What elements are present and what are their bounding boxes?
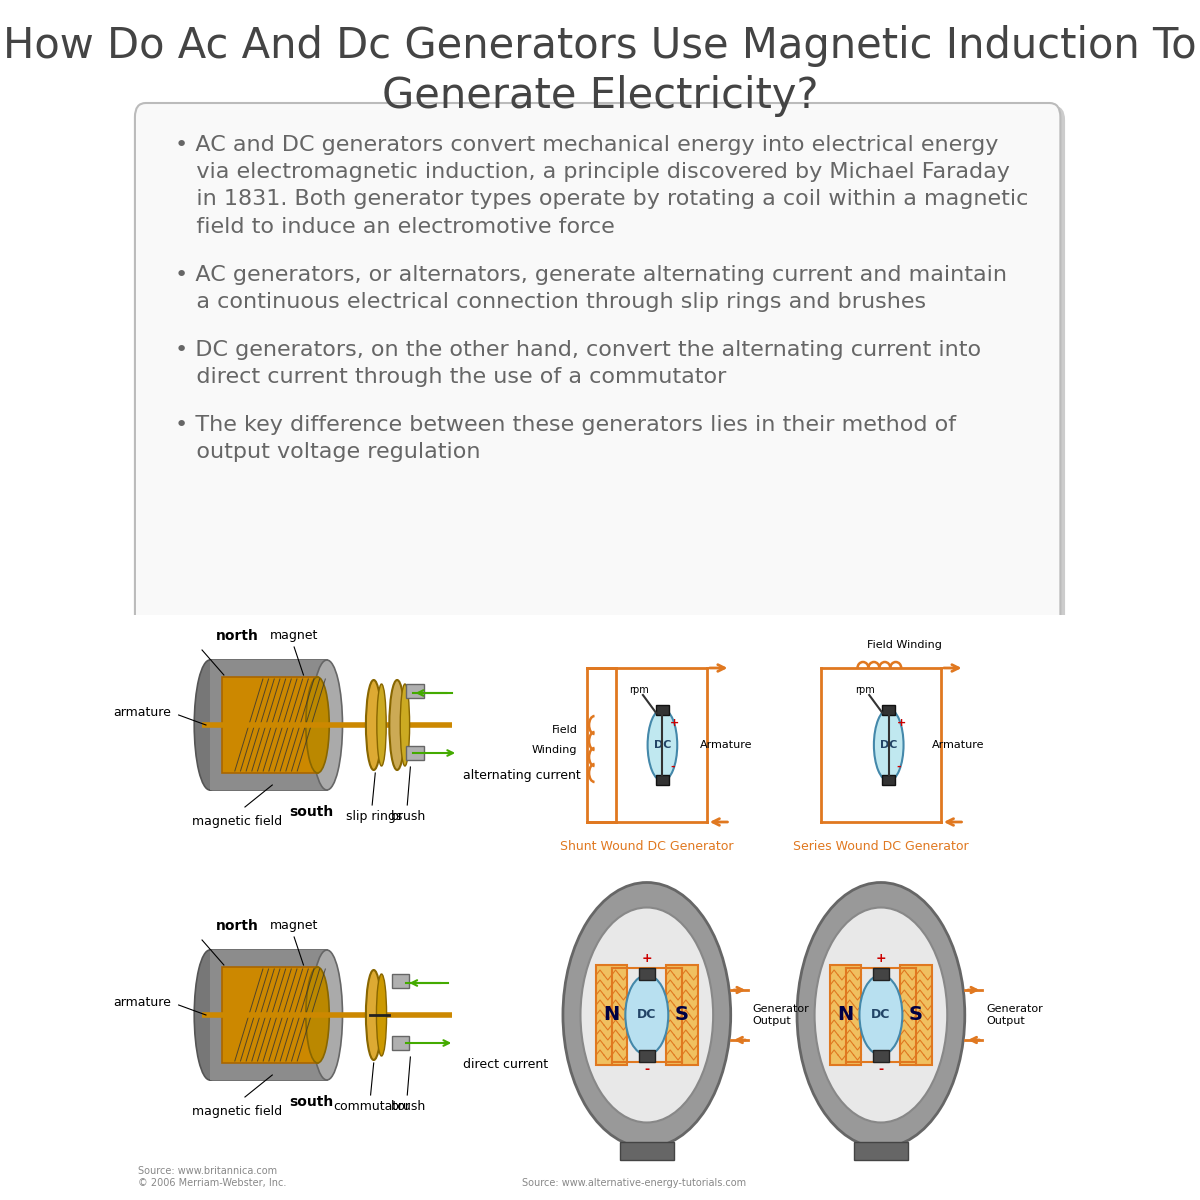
Text: -: - [671, 762, 674, 772]
Bar [407, 746, 424, 760]
Text: -: - [896, 762, 901, 772]
Text: +: + [671, 718, 679, 728]
Ellipse shape [311, 950, 342, 1080]
Text: north: north [216, 919, 258, 934]
Text: magnetic field: magnetic field [192, 815, 282, 828]
Bar [874, 1050, 889, 1062]
Text: brush: brush [391, 810, 426, 823]
Polygon shape [222, 967, 318, 1063]
Bar [640, 968, 655, 980]
Text: Winding: Winding [532, 745, 577, 755]
Text: armature: armature [113, 707, 170, 720]
Text: Field: Field [552, 725, 577, 734]
Text: magnet: magnet [270, 919, 318, 932]
Text: Source: www.britannica.com
© 2006 Merriam-Webster, Inc.: Source: www.britannica.com © 2006 Merria… [138, 1166, 287, 1188]
Polygon shape [210, 660, 326, 790]
FancyBboxPatch shape [134, 103, 1061, 629]
Text: Generator
Output: Generator Output [752, 1004, 809, 1026]
Ellipse shape [563, 882, 731, 1147]
Text: Generator
Output: Generator Output [986, 1004, 1043, 1026]
FancyBboxPatch shape [138, 106, 1066, 632]
Bar [619, 1142, 674, 1160]
Bar [882, 775, 895, 785]
Text: Shunt Wound DC Generator: Shunt Wound DC Generator [560, 840, 733, 853]
Text: magnetic field: magnetic field [192, 1105, 282, 1118]
Polygon shape [210, 950, 326, 1080]
Bar [407, 684, 424, 698]
Polygon shape [222, 677, 318, 773]
Text: DC: DC [637, 1008, 656, 1021]
Text: DC: DC [871, 1008, 890, 1021]
Text: Armature: Armature [931, 740, 984, 750]
Ellipse shape [401, 684, 409, 766]
Text: Series Wound DC Generator: Series Wound DC Generator [793, 840, 968, 853]
Ellipse shape [797, 882, 965, 1147]
Text: +: + [876, 953, 887, 966]
Text: slip rings: slip rings [346, 810, 402, 823]
Ellipse shape [194, 660, 226, 790]
Text: magnet: magnet [270, 629, 318, 642]
Bar [666, 965, 697, 1066]
Text: Armature: Armature [700, 740, 752, 750]
Text: rpm: rpm [629, 685, 649, 695]
Text: • The key difference between these generators lies in their method of
   output : • The key difference between these gener… [175, 415, 956, 462]
Ellipse shape [859, 974, 902, 1055]
Bar [132, 614, 1068, 1200]
Text: direct current: direct current [463, 1058, 548, 1072]
Text: -: - [878, 1063, 883, 1076]
Bar [391, 1036, 409, 1050]
Text: north: north [216, 629, 258, 643]
Text: south: south [289, 805, 334, 818]
Text: south: south [289, 1094, 334, 1109]
Text: Generate Electricity?: Generate Electricity? [382, 74, 818, 116]
Bar [656, 704, 668, 715]
Text: Field Winding: Field Winding [866, 640, 942, 650]
Text: +: + [642, 953, 652, 966]
Bar [656, 775, 668, 785]
Text: S: S [674, 1006, 689, 1025]
Bar [830, 965, 862, 1066]
Text: rpm: rpm [856, 685, 875, 695]
Ellipse shape [311, 660, 342, 790]
Bar [882, 704, 895, 715]
Bar [853, 1142, 908, 1160]
Ellipse shape [377, 684, 386, 766]
Text: -: - [644, 1063, 649, 1076]
Bar [874, 968, 889, 980]
Ellipse shape [389, 680, 404, 770]
Bar [596, 965, 628, 1066]
Text: DC: DC [880, 740, 898, 750]
Ellipse shape [625, 974, 668, 1055]
Text: S: S [910, 1006, 923, 1025]
Text: armature: armature [113, 996, 170, 1009]
Text: • AC generators, or alternators, generate alternating current and maintain
   a : • AC generators, or alternators, generat… [175, 265, 1007, 312]
Ellipse shape [377, 974, 386, 1056]
Text: N: N [838, 1006, 854, 1025]
Text: alternating current: alternating current [463, 768, 581, 781]
Bar [391, 974, 409, 988]
Ellipse shape [306, 677, 329, 773]
Ellipse shape [194, 950, 226, 1080]
Ellipse shape [306, 967, 329, 1063]
Ellipse shape [648, 709, 677, 781]
Text: Source: www.alternative-energy-tutorials.com: Source: www.alternative-energy-tutorials… [522, 1178, 746, 1188]
Ellipse shape [874, 709, 904, 781]
Ellipse shape [581, 907, 713, 1122]
Bar [640, 1050, 655, 1062]
Text: +: + [896, 718, 906, 728]
Text: commutator: commutator [334, 1100, 410, 1114]
Text: N: N [604, 1006, 620, 1025]
Text: DC: DC [654, 740, 671, 750]
Text: How Do Ac And Dc Generators Use Magnetic Induction To: How Do Ac And Dc Generators Use Magnetic… [4, 25, 1196, 67]
Ellipse shape [366, 970, 382, 1060]
Text: brush: brush [391, 1100, 426, 1114]
Ellipse shape [815, 907, 947, 1122]
Ellipse shape [366, 680, 382, 770]
Text: • AC and DC generators convert mechanical energy into electrical energy
   via e: • AC and DC generators convert mechanica… [175, 134, 1028, 236]
Text: • DC generators, on the other hand, convert the alternating current into
   dire: • DC generators, on the other hand, conv… [175, 340, 980, 388]
Bar [900, 965, 931, 1066]
